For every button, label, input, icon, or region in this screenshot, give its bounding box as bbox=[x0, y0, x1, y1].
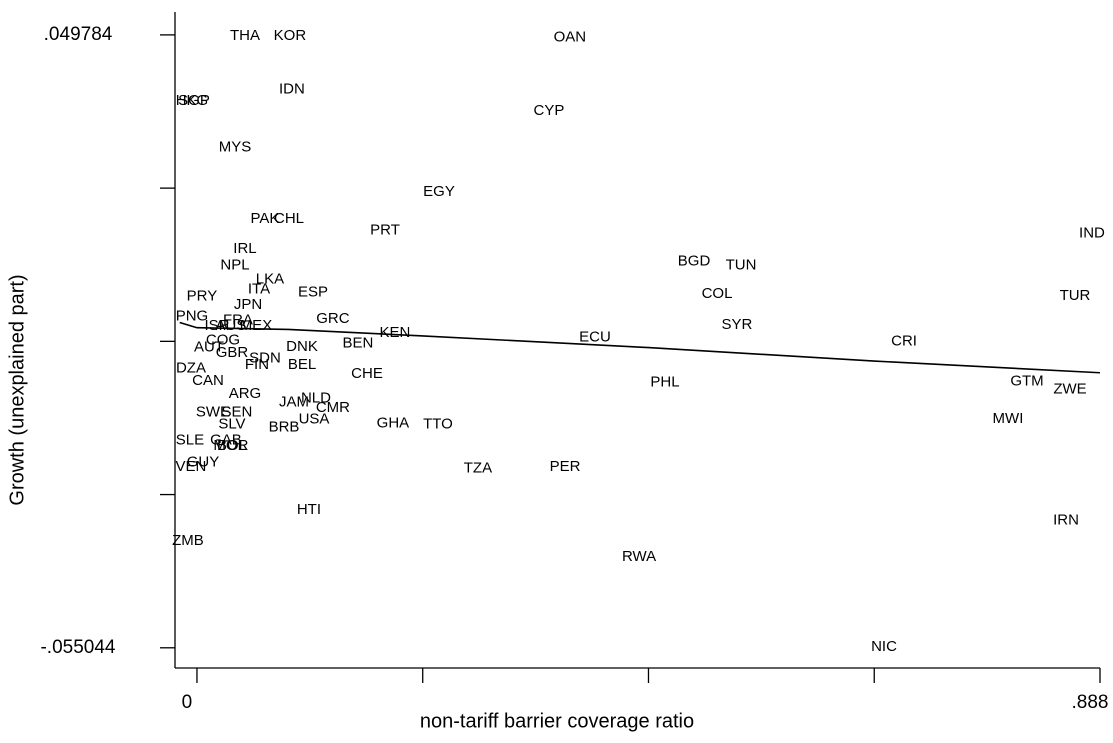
point-label: FRA bbox=[223, 312, 253, 329]
point-label: FIN bbox=[245, 356, 269, 373]
point-label: TUR bbox=[1060, 287, 1091, 304]
x-tick-label: .888 bbox=[1072, 692, 1109, 713]
point-label: CMR bbox=[316, 399, 350, 416]
point-label: BOL bbox=[217, 437, 247, 454]
point-label: GUY bbox=[187, 454, 220, 471]
point-label: GBR bbox=[216, 344, 249, 361]
point-label: OAN bbox=[554, 29, 587, 46]
point-label: PRY bbox=[187, 288, 218, 305]
point-label: SYR bbox=[722, 316, 753, 333]
point-label: ESP bbox=[298, 284, 328, 301]
fit-line bbox=[179, 321, 1101, 374]
point-label: BRB bbox=[269, 419, 300, 436]
point-label: LKA bbox=[256, 271, 284, 288]
point-label: BEN bbox=[343, 334, 374, 351]
point-label: DNK bbox=[286, 338, 318, 355]
point-label: TTO bbox=[423, 416, 453, 433]
y-tick-label: .049784 bbox=[44, 24, 113, 45]
point-label: DZA bbox=[176, 360, 206, 377]
point-label: SDN bbox=[249, 350, 281, 367]
point-label: CHL bbox=[274, 210, 304, 227]
point-label: MOR bbox=[213, 437, 248, 454]
point-label: GAB bbox=[210, 432, 242, 449]
point-label: CYP bbox=[534, 102, 565, 119]
point-label: NIC bbox=[871, 638, 897, 655]
point-label: AUT bbox=[194, 339, 224, 356]
point-label: COG bbox=[206, 332, 240, 349]
point-label: SLE bbox=[176, 432, 204, 449]
point-label: IRL bbox=[233, 240, 256, 257]
point-label: USA bbox=[299, 410, 330, 427]
point-label: IDN bbox=[279, 81, 305, 98]
point-label: GTM bbox=[1010, 372, 1043, 389]
point-label: VEN bbox=[176, 458, 207, 475]
point-label: BGD bbox=[678, 253, 711, 270]
point-label: JPN bbox=[234, 296, 262, 313]
point-label: IND bbox=[1079, 225, 1105, 242]
point-label: ECU bbox=[579, 329, 611, 346]
x-tick-label: 0 bbox=[182, 692, 193, 713]
point-label: PRT bbox=[370, 222, 400, 239]
point-label: CRI bbox=[891, 333, 917, 350]
point-label: ZMB bbox=[172, 532, 204, 549]
point-label: CHE bbox=[351, 365, 383, 382]
point-label: GRC bbox=[316, 310, 350, 327]
point-label: GHA bbox=[377, 415, 410, 432]
y-axis-title: Growth (unexplained part) bbox=[6, 274, 28, 505]
point-label: SWE bbox=[196, 403, 230, 420]
point-label: NLD bbox=[301, 389, 331, 406]
point-label: SGP bbox=[178, 92, 210, 109]
point-label: MYS bbox=[219, 139, 252, 156]
point-label: JAM bbox=[279, 394, 309, 411]
point-label: ARG bbox=[229, 385, 262, 402]
y-tick-label: -.055044 bbox=[40, 637, 115, 658]
point-label: KEN bbox=[380, 324, 411, 341]
point-label: ISR bbox=[204, 317, 229, 334]
point-label: BEL bbox=[288, 356, 316, 373]
point-label: TZA bbox=[464, 460, 492, 477]
point-label: RWA bbox=[622, 548, 656, 565]
point-label: PAK bbox=[251, 210, 280, 227]
point-label: THA bbox=[230, 27, 260, 44]
point-label: SEN bbox=[222, 403, 253, 420]
point-label: HTI bbox=[297, 501, 321, 518]
point-label: EGY bbox=[423, 183, 455, 200]
point-label: CAN bbox=[192, 372, 224, 389]
point-label: KOR bbox=[274, 27, 307, 44]
point-label: HKG bbox=[176, 92, 209, 109]
point-label: ZWE bbox=[1053, 381, 1086, 398]
point-label: IRN bbox=[1053, 512, 1079, 529]
point-label: COL bbox=[702, 285, 733, 302]
x-axis-title: non-tariff barrier coverage ratio bbox=[420, 710, 694, 732]
point-label: ITA bbox=[248, 281, 270, 298]
point-label: NPL bbox=[220, 257, 249, 274]
point-label: PNG bbox=[176, 308, 209, 325]
point-label: MWI bbox=[993, 410, 1024, 427]
point-label: SLV bbox=[218, 416, 245, 433]
point-label: PHL bbox=[650, 374, 679, 391]
point-label: TUN bbox=[726, 257, 757, 274]
point-label: PER bbox=[550, 458, 581, 475]
point-label: AUS bbox=[216, 317, 247, 334]
